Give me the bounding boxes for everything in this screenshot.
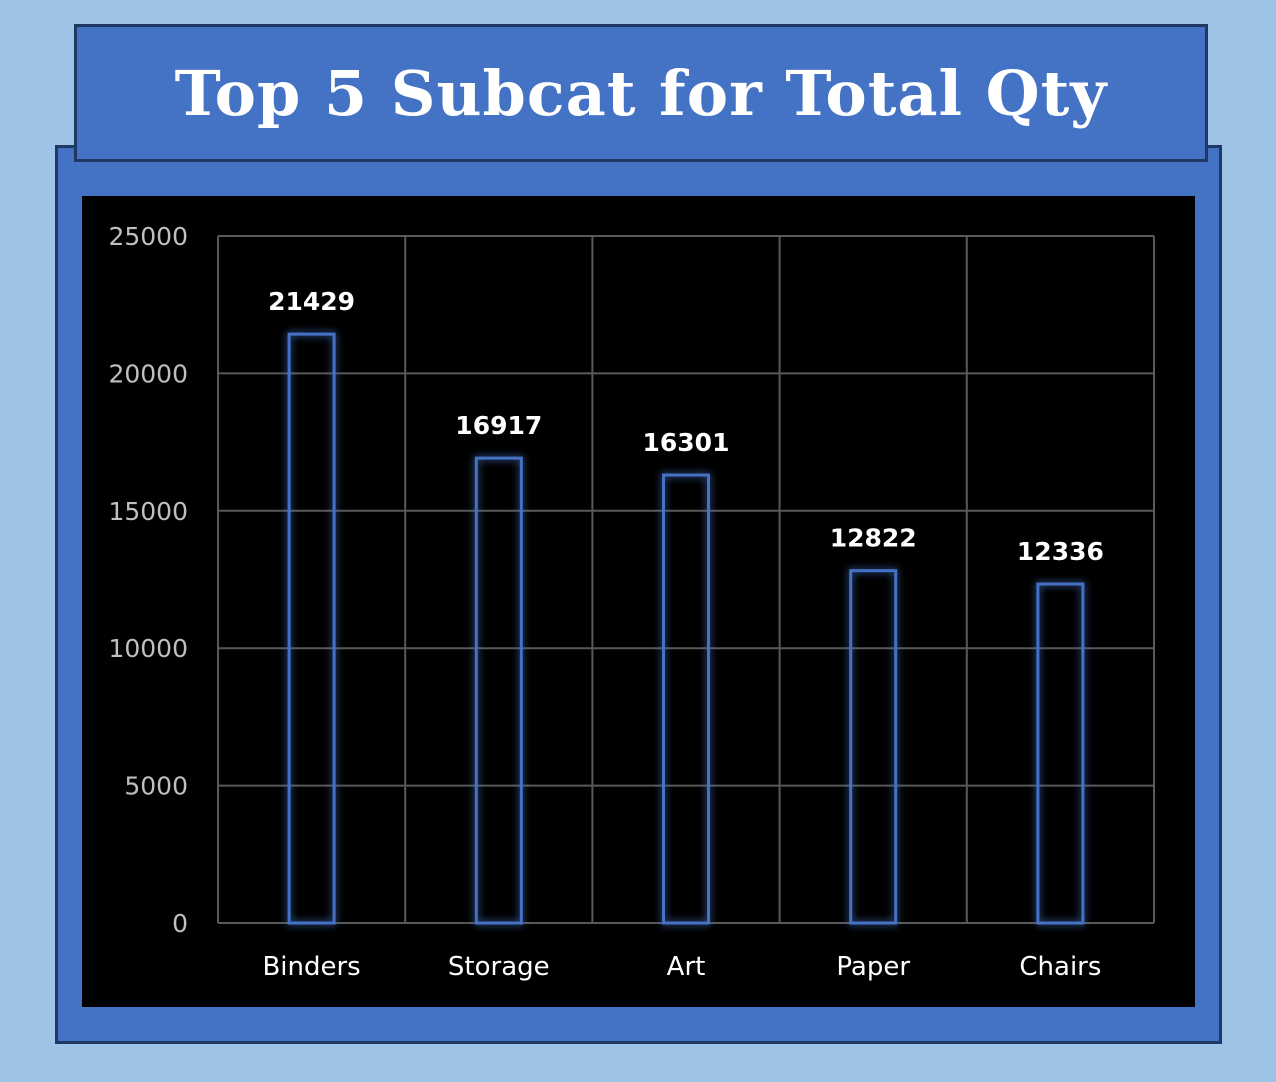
- y-tick-label: 25000: [108, 222, 188, 251]
- bar-chairs: [1036, 582, 1085, 925]
- x-tick-label: Art: [667, 952, 706, 982]
- x-tick-label: Binders: [262, 952, 360, 982]
- data-label: 12336: [1017, 537, 1104, 566]
- data-label: 12822: [830, 524, 917, 553]
- y-tick-label: 5000: [124, 772, 188, 801]
- bar-art: [662, 473, 710, 925]
- bar-chart: 0 5000 10000 15000 20000 25000 21429 Binders 169…: [108, 222, 1155, 982]
- bar-paper: [849, 569, 898, 925]
- plot-area: 0 5000 10000 15000 20000 25000 21429 Binders 169…: [82, 196, 1195, 1007]
- data-label: 16301: [643, 428, 730, 457]
- x-tick-label: Chairs: [1019, 952, 1101, 982]
- bar-storage: [474, 456, 523, 925]
- bar-binders: [287, 332, 336, 925]
- y-tick-label: 0: [172, 909, 188, 938]
- y-tick-label: 10000: [108, 634, 188, 663]
- data-label: 16917: [455, 411, 542, 440]
- chart-title: Top 5 Subcat for Total Qty: [174, 56, 1108, 130]
- title-banner: Top 5 Subcat for Total Qty: [74, 24, 1208, 162]
- y-tick-label: 20000: [108, 359, 188, 388]
- y-tick-label: 15000: [108, 497, 188, 526]
- data-label: 21429: [268, 287, 355, 316]
- x-tick-label: Paper: [836, 952, 910, 982]
- x-tick-label: Storage: [448, 952, 550, 982]
